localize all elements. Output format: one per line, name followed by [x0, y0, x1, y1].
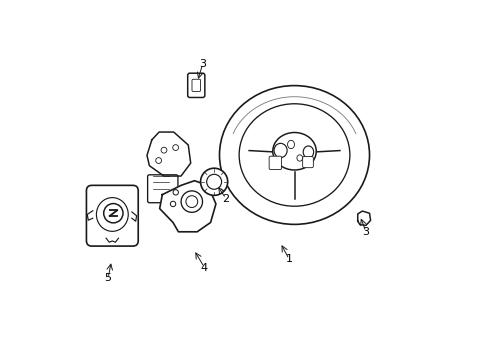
FancyBboxPatch shape — [302, 157, 313, 168]
Text: 1: 1 — [285, 254, 292, 264]
Text: 3: 3 — [199, 59, 206, 69]
Polygon shape — [147, 132, 190, 176]
Text: 5: 5 — [104, 273, 111, 283]
FancyBboxPatch shape — [86, 185, 138, 246]
FancyBboxPatch shape — [268, 156, 281, 170]
Text: 3: 3 — [362, 227, 369, 237]
Text: 4: 4 — [201, 262, 207, 273]
Polygon shape — [160, 181, 216, 232]
Ellipse shape — [272, 132, 316, 170]
Polygon shape — [357, 211, 370, 225]
Ellipse shape — [303, 146, 313, 158]
FancyBboxPatch shape — [147, 175, 178, 203]
Circle shape — [181, 191, 202, 212]
Text: 2: 2 — [222, 194, 229, 203]
Ellipse shape — [273, 143, 286, 158]
FancyBboxPatch shape — [187, 73, 204, 98]
Circle shape — [200, 168, 227, 195]
